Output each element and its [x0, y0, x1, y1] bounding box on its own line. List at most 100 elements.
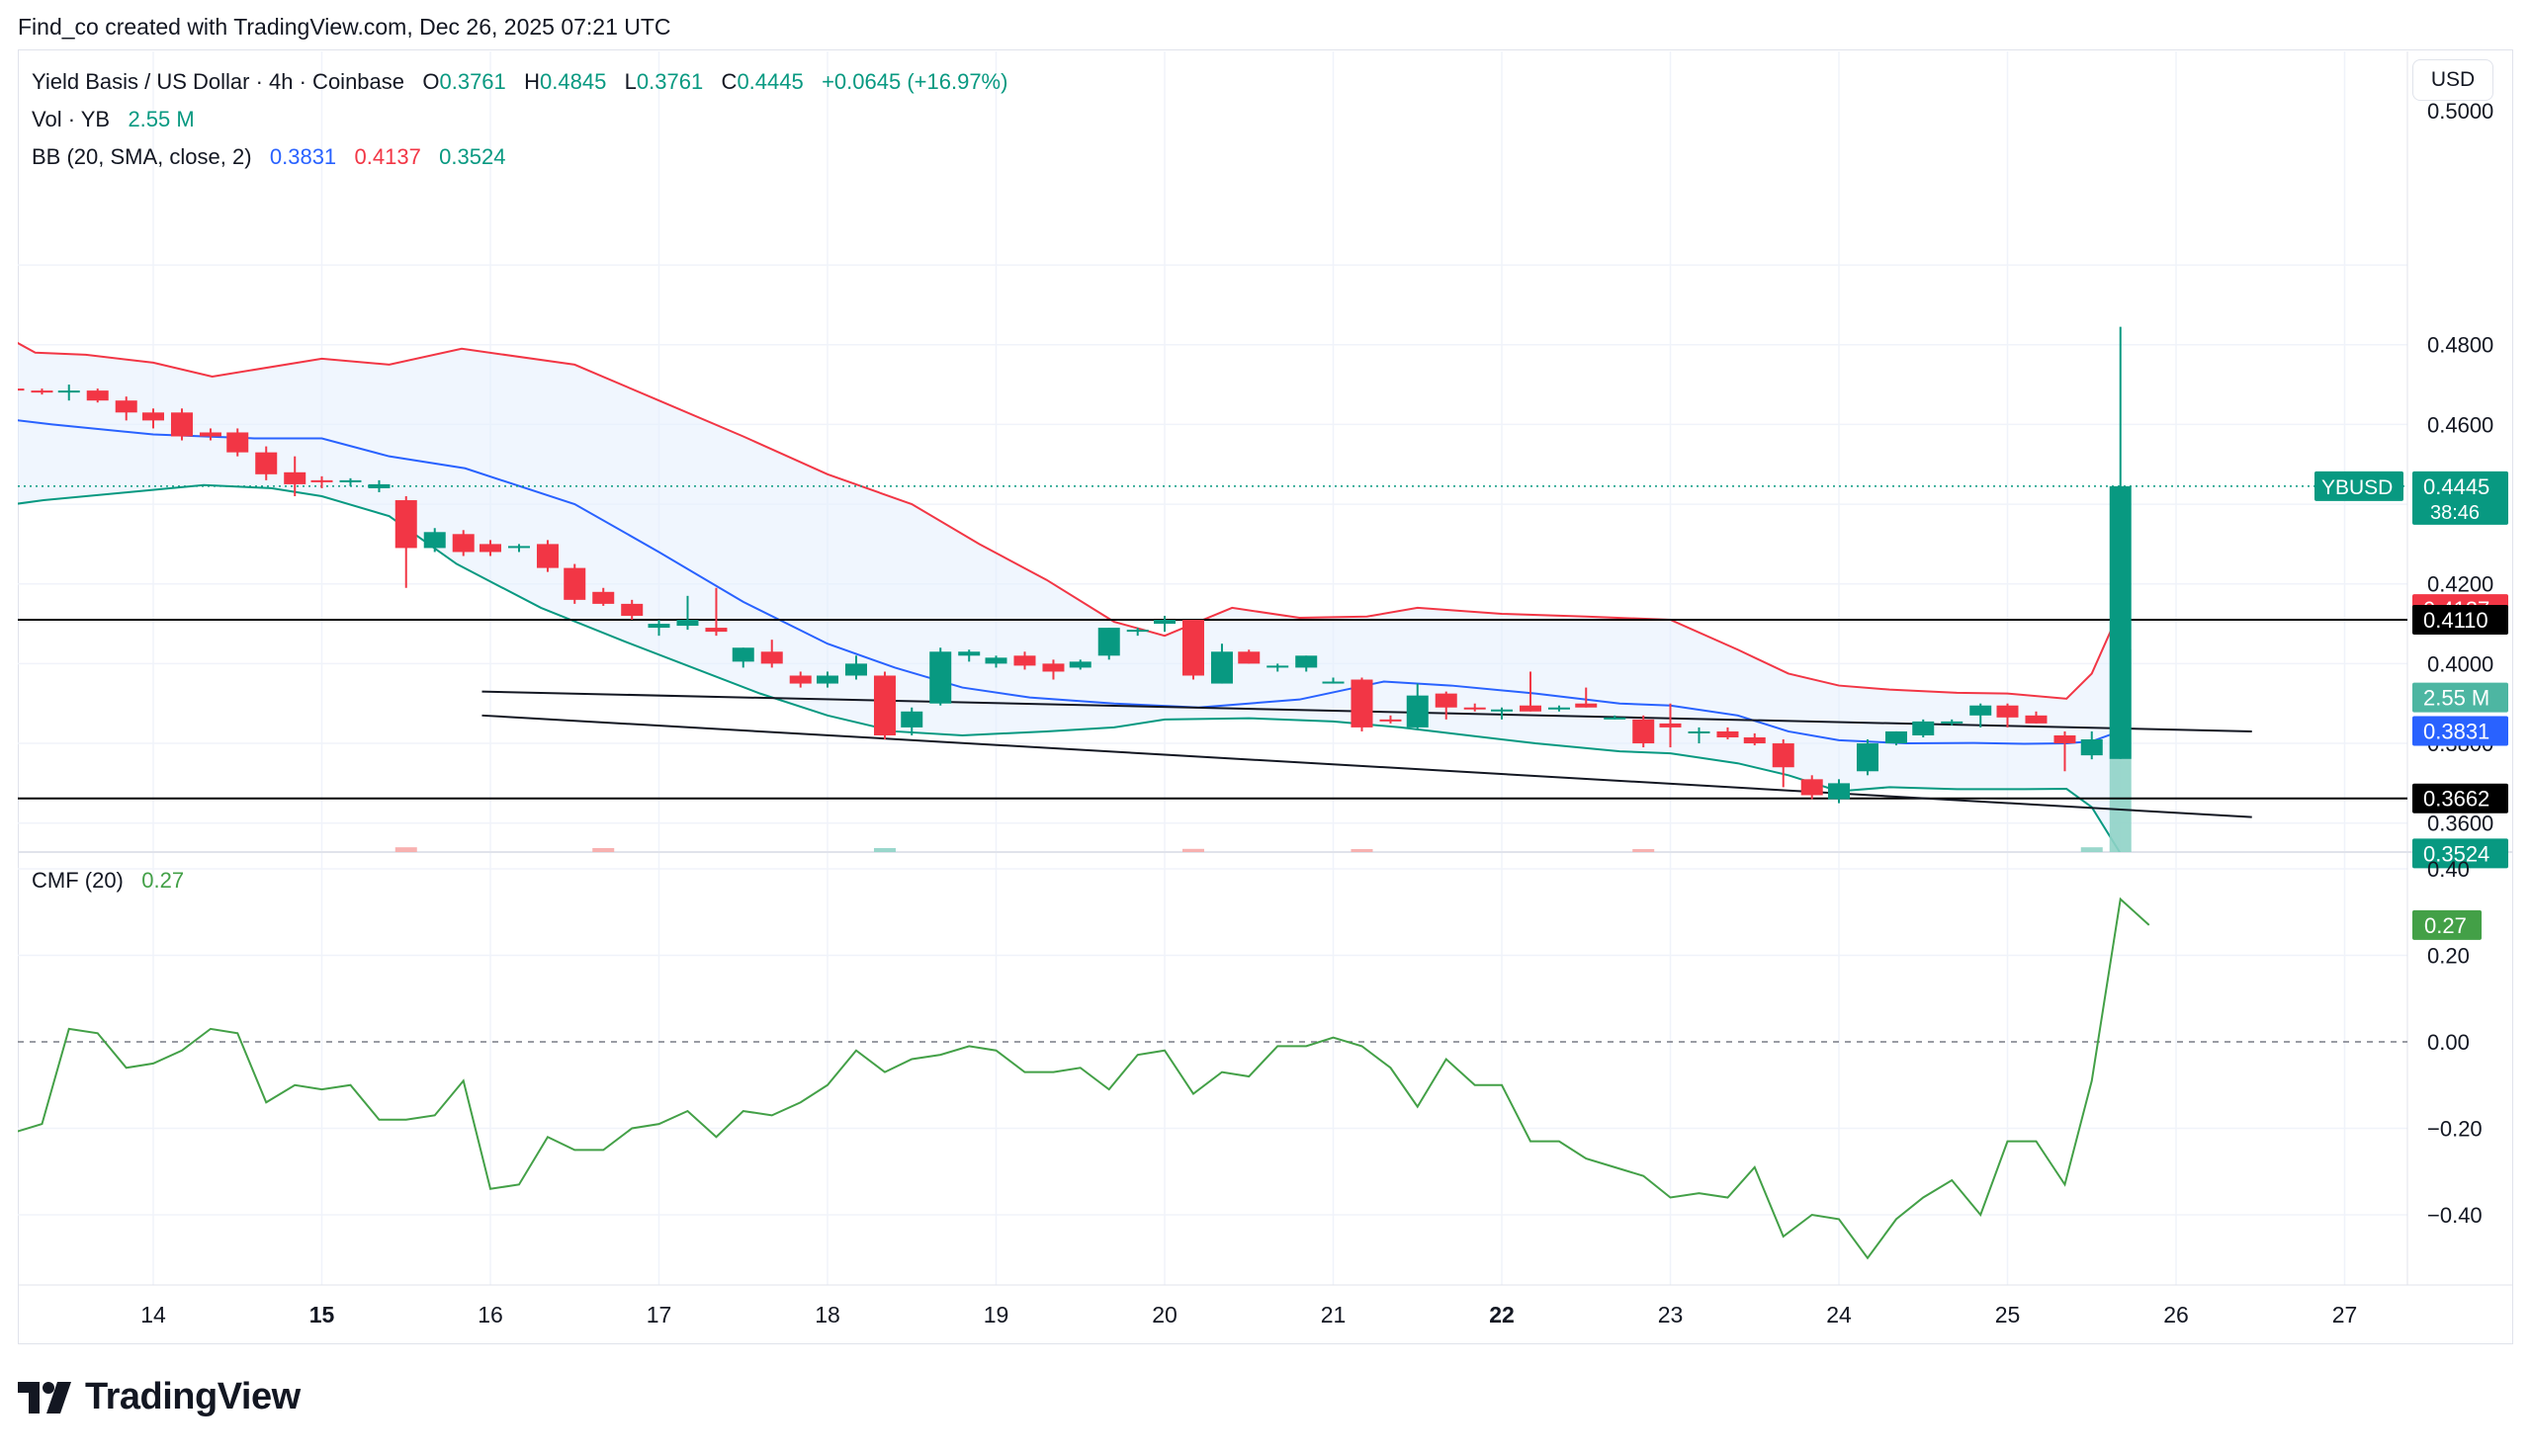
price-pane — [18, 326, 2407, 852]
candle-body — [310, 479, 333, 482]
candle-body — [1491, 709, 1513, 712]
time-axis-tick: 27 — [2332, 1302, 2358, 1328]
cmf-axis-tick: −0.20 — [2427, 1117, 2483, 1142]
candle-body — [1575, 703, 1598, 708]
time-axis-tick: 16 — [478, 1302, 503, 1328]
candle-body — [1406, 695, 1429, 728]
candle-body — [789, 675, 812, 684]
candle-body — [676, 620, 699, 627]
bb-lower-line — [18, 483, 2122, 852]
candle-body — [86, 390, 109, 401]
candle-body — [31, 390, 53, 393]
cmf-value-label-text: 0.27 — [2424, 913, 2467, 938]
candle-body — [985, 657, 1007, 664]
close-value: 0.4445 — [737, 69, 804, 94]
currency-button[interactable]: USD — [2412, 59, 2493, 101]
time-axis-tick: 17 — [647, 1302, 672, 1328]
time-axis-tick: 25 — [1995, 1302, 2021, 1328]
symbol-price-tag — [2314, 471, 2403, 501]
candle-body — [2053, 734, 2076, 744]
high-label: H — [524, 69, 541, 94]
candle-body — [958, 651, 981, 656]
legend-symbol-row: Yield Basis / US Dollar · 4h · Coinbase … — [32, 63, 1007, 101]
symbol-price-tag-label: YBUSD — [2321, 476, 2393, 499]
candle-body — [368, 483, 391, 488]
candle-body — [255, 452, 278, 474]
price-axis-label-value: 0.4445 — [2423, 474, 2489, 499]
candle-body — [1181, 620, 1204, 676]
candle-body — [1996, 705, 2019, 718]
price-axis-tick: 0.4600 — [2427, 412, 2493, 437]
cmf-label[interactable]: CMF (20) — [32, 868, 124, 893]
volume-bar — [592, 847, 615, 852]
price-axis-label — [2412, 838, 2508, 869]
price-legend: Yield Basis / US Dollar · 4h · Coinbase … — [32, 63, 1007, 176]
open-value: 0.3761 — [439, 69, 506, 94]
candle-body — [873, 675, 896, 735]
open-label: O — [422, 69, 440, 94]
tradingview-logo-icon — [18, 1381, 71, 1413]
candle-body — [1743, 736, 1766, 744]
candle-body — [507, 546, 530, 549]
candle-body — [57, 390, 80, 393]
candle-body — [1547, 707, 1570, 710]
attribution-text: Find_co created with TradingView.com, De… — [18, 14, 671, 40]
volume-bar — [394, 847, 417, 852]
symbol-title[interactable]: Yield Basis / US Dollar · 4h · Coinbase — [32, 69, 405, 94]
candle-body — [1322, 681, 1345, 684]
time-axis-tick: 15 — [309, 1302, 335, 1328]
price-axis-tick: 0.4000 — [2427, 651, 2493, 676]
candle-body — [1941, 721, 1964, 724]
candle-body — [1210, 651, 1233, 684]
candle-body — [760, 651, 783, 664]
bb-upper-line — [18, 341, 2122, 700]
candle-body — [452, 534, 475, 553]
candle-body — [592, 591, 615, 604]
candle-body — [844, 663, 867, 676]
price-axis-label-value: 0.3524 — [2423, 841, 2489, 866]
candle-body — [1238, 651, 1261, 664]
candle-body — [1435, 693, 1457, 708]
price-axis-tick: 0.4800 — [2427, 333, 2493, 358]
candle-body — [1154, 620, 1176, 625]
bb-band-fill — [18, 343, 2121, 852]
volume-bar — [2080, 847, 2103, 852]
volume-bar — [1351, 849, 1373, 852]
tradingview-logo[interactable]: TradingView — [18, 1376, 301, 1418]
volume-label[interactable]: Vol · YB — [32, 107, 111, 131]
bb-lower-value: 0.3524 — [439, 144, 506, 169]
cmf-value-label — [2412, 909, 2482, 940]
candle-body — [1659, 723, 1682, 728]
price-axis-label-value: 0.3831 — [2423, 720, 2489, 744]
price-axis-label-value: 0.4110 — [2423, 608, 2488, 633]
bb-label[interactable]: BB (20, SMA, close, 2) — [32, 144, 252, 169]
volume-bar — [1181, 848, 1204, 852]
candle-body — [621, 603, 644, 616]
cmf-axis-tick: 0.00 — [2427, 1030, 2470, 1055]
candle-body — [1042, 663, 1065, 672]
time-axis-tick: 19 — [984, 1302, 1009, 1328]
price-axis-label — [2412, 783, 2508, 814]
volume-bar — [873, 847, 896, 852]
candle-body — [1828, 783, 1850, 800]
price-axis-label — [2412, 471, 2508, 525]
time-axis-tick: 24 — [1826, 1302, 1852, 1328]
high-value: 0.4845 — [540, 69, 607, 94]
candle-body — [2080, 739, 2103, 756]
cmf-axis-tick: 0.20 — [2427, 944, 2470, 969]
candle-body — [1266, 665, 1289, 668]
candle-body — [1519, 705, 1541, 712]
candle-body — [564, 567, 586, 600]
close-label: C — [721, 69, 738, 94]
price-axis-label — [2412, 716, 2508, 746]
chart-frame — [18, 49, 2513, 1344]
candle-body — [2025, 715, 2048, 724]
candle-body — [480, 544, 501, 553]
price-axis-label-value: 0.3662 — [2423, 787, 2489, 812]
cmf-axis-tick: 0.40 — [2427, 857, 2470, 882]
bb-basis-value: 0.3831 — [269, 144, 337, 169]
candle-body — [648, 624, 670, 629]
candle-body — [817, 675, 838, 684]
candle-body — [536, 544, 559, 568]
